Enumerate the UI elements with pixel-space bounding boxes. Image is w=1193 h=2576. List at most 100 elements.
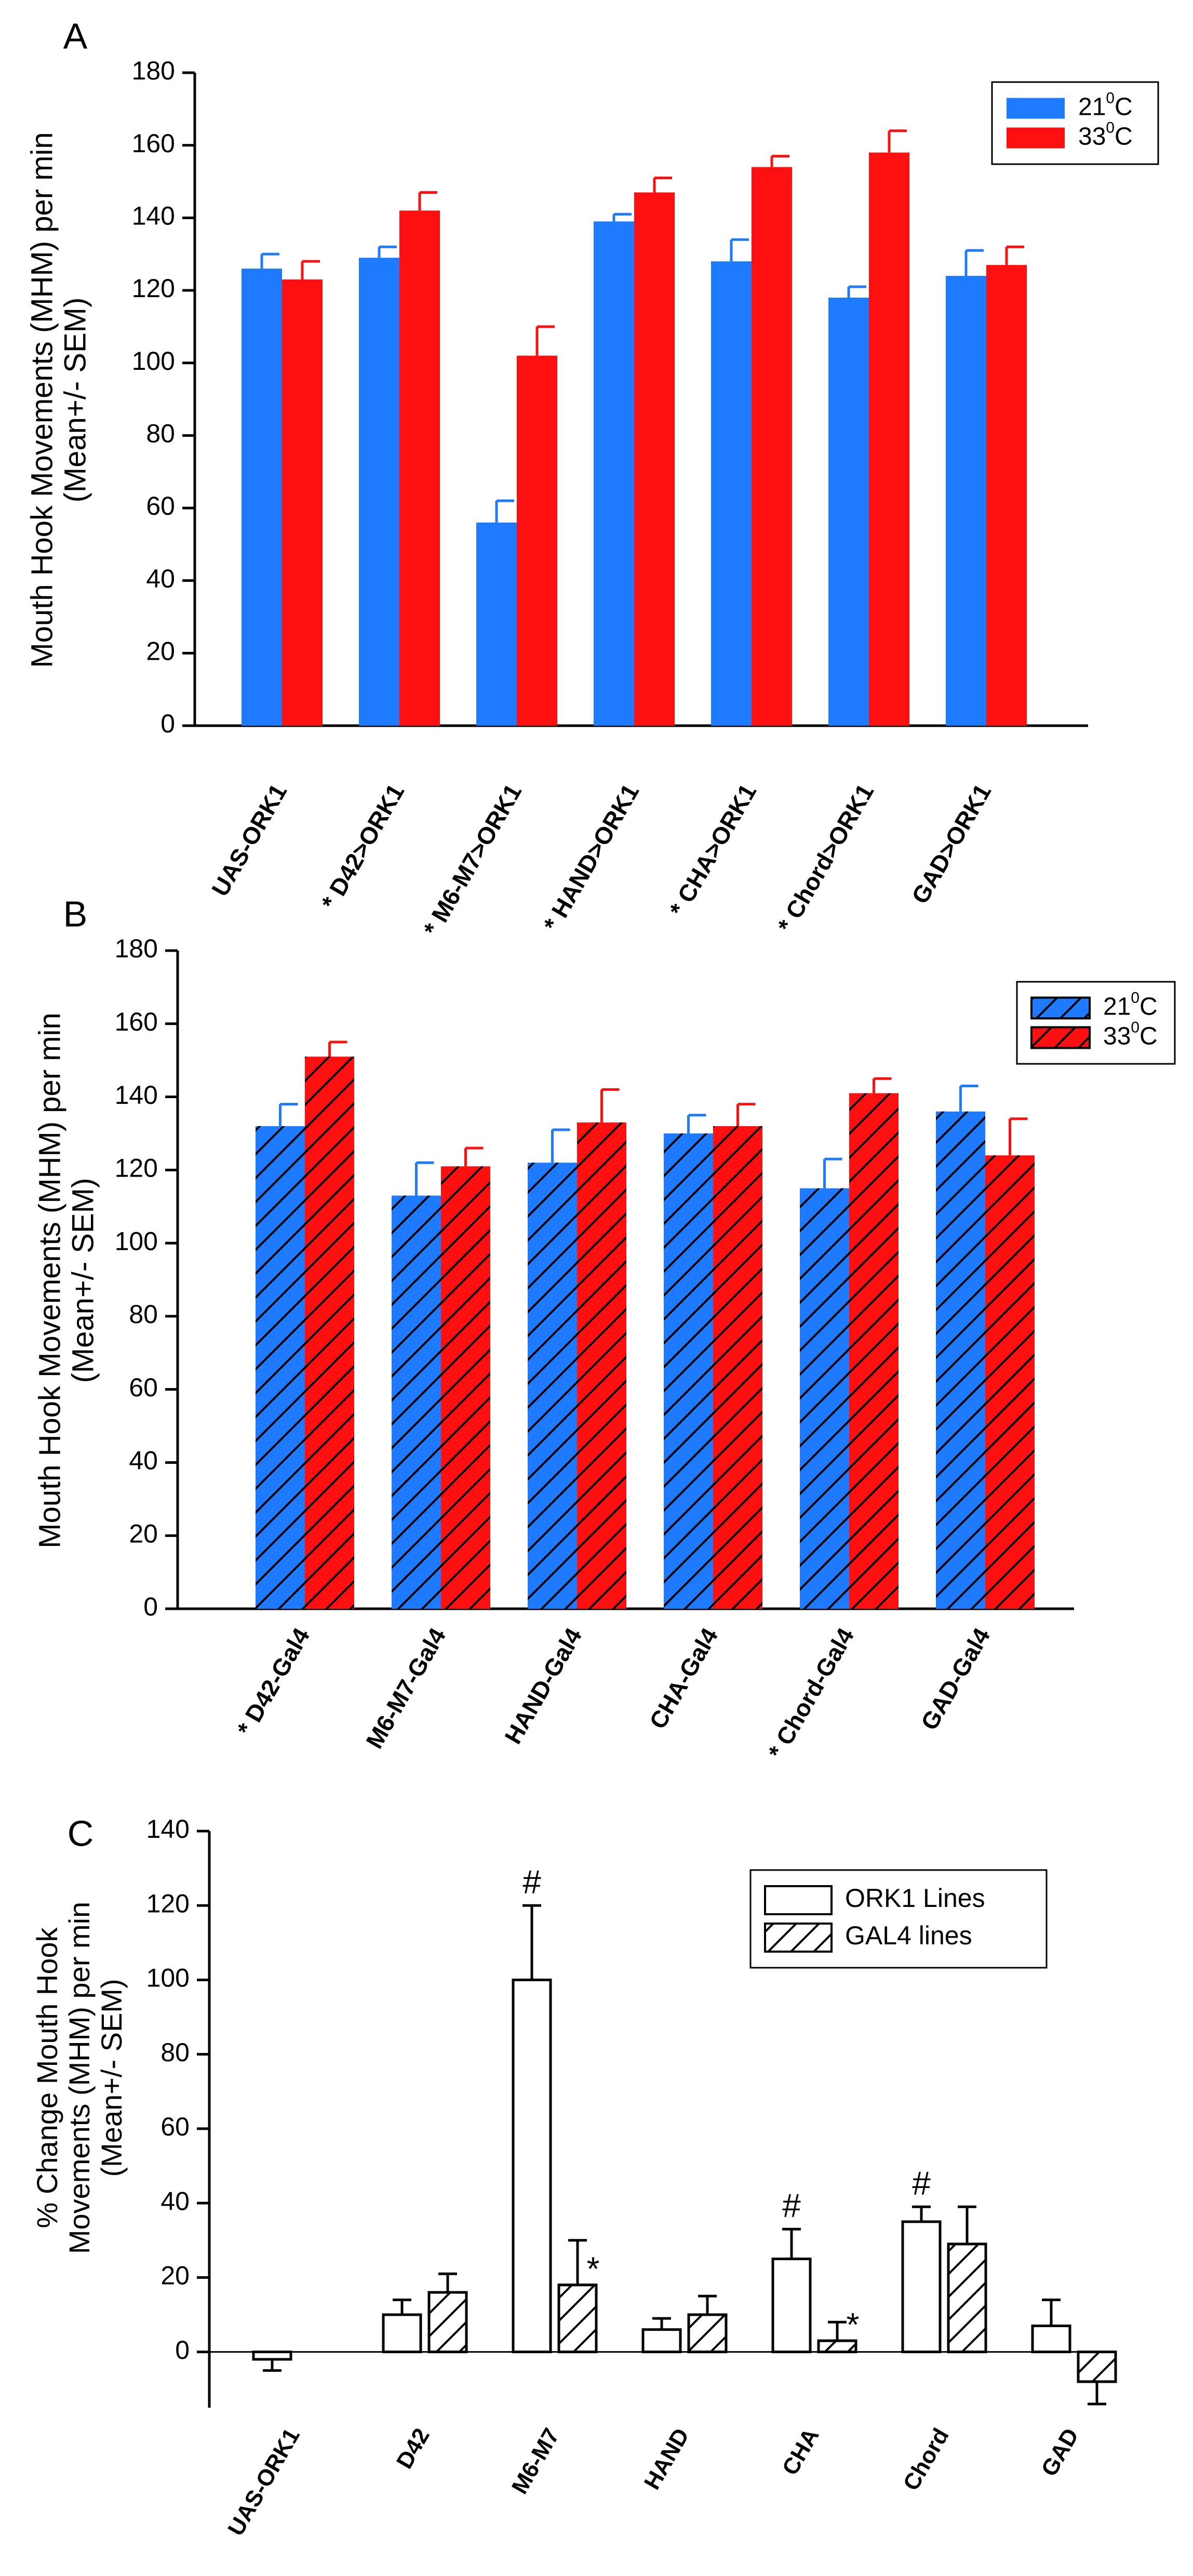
bar — [242, 269, 282, 726]
y-tick-label: 20 — [160, 2261, 190, 2290]
panel-label: B — [63, 893, 88, 934]
y-tick-label: 100 — [146, 1964, 190, 1993]
bar — [771, 2258, 812, 2354]
bar-hatch — [664, 1133, 713, 1609]
y-axis-label: (Mean+/- SEM) — [58, 298, 92, 503]
bar — [986, 265, 1027, 726]
y-tick-label: 0 — [143, 1592, 158, 1621]
y-tick-label: 140 — [115, 1080, 158, 1110]
category-label: CHA — [778, 2424, 824, 2479]
bar-hatch — [305, 1057, 354, 1609]
legend-label: 210C — [1103, 989, 1158, 1020]
bar — [594, 221, 634, 726]
y-tick-label: 140 — [132, 202, 175, 231]
y-tick-label: 60 — [146, 491, 175, 520]
bar — [517, 355, 557, 726]
category-label: D42 — [392, 2424, 435, 2473]
legend-swatch-hatch — [1030, 996, 1091, 1020]
y-tick-label: 120 — [146, 1889, 190, 1918]
bar — [946, 276, 986, 726]
bar — [399, 210, 440, 726]
bar-hatch — [441, 1166, 490, 1609]
y-tick-label: 160 — [132, 129, 175, 158]
bar — [828, 297, 869, 726]
bar-hatch — [687, 2313, 728, 2354]
significance-mark: * — [587, 2250, 600, 2288]
y-tick-label: 80 — [160, 2038, 190, 2067]
legend-swatch — [1007, 127, 1065, 149]
legend-label: GAL4 lines — [845, 1921, 972, 1950]
category-label: HAND-Gal4 — [499, 1623, 587, 1749]
significance-mark: # — [912, 2165, 931, 2202]
category-label: * Chord-Gal4 — [763, 1623, 860, 1764]
significance-mark: # — [782, 2187, 801, 2224]
bar-hatch — [392, 1195, 441, 1609]
category-label: UAS-ORK1 — [206, 779, 292, 901]
category-label: * D42-Gal4 — [232, 1623, 315, 1741]
bar — [1031, 2324, 1071, 2354]
significance-mark: * — [847, 2306, 860, 2343]
y-axis-label: (Mean+/- SEM) — [66, 1178, 100, 1383]
category-label: * M6-M7>ORK1 — [418, 779, 527, 940]
bar-hatch — [528, 1163, 577, 1609]
y-axis-label: Mouth Hook Movements (MHM) per min — [33, 1012, 66, 1548]
y-tick-label: 20 — [129, 1519, 158, 1548]
bar-hatch — [849, 1093, 899, 1609]
bar — [869, 152, 909, 726]
bar — [282, 279, 323, 726]
legend-label: 330C — [1078, 119, 1133, 150]
legend-swatch-hatch — [764, 1923, 833, 1953]
bar-hatch — [256, 1126, 305, 1609]
bar — [476, 522, 517, 726]
y-tick-label: 80 — [146, 419, 175, 448]
y-tick-label: 120 — [132, 274, 175, 303]
legend-box — [991, 81, 1159, 165]
bar-hatch — [936, 1111, 985, 1609]
category-label: * CHA>ORK1 — [664, 779, 762, 921]
category-label: * D42>ORK1 — [316, 779, 409, 914]
category-label: GAD — [1036, 2424, 1083, 2480]
category-label: M6-M7-Gal4 — [360, 1623, 451, 1753]
bar — [641, 2328, 682, 2354]
bar-hatch — [817, 2339, 857, 2354]
y-tick-label: 40 — [146, 564, 175, 593]
bar — [359, 258, 399, 726]
y-tick-label: 60 — [129, 1373, 158, 1402]
bar — [901, 2220, 942, 2354]
y-tick-label: 180 — [115, 934, 158, 963]
category-label: GAD>ORK1 — [906, 779, 996, 908]
y-tick-label: 120 — [115, 1154, 158, 1183]
bar-hatch — [713, 1126, 762, 1609]
y-tick-label: 40 — [160, 2186, 190, 2215]
legend-swatch — [1007, 98, 1065, 119]
legend-label: ORK1 Lines — [845, 1884, 985, 1913]
y-tick-label: 140 — [146, 1814, 190, 1844]
legend-swatch-hatch — [1030, 1026, 1091, 1049]
y-tick-label: 80 — [129, 1300, 158, 1329]
category-label: Chord — [899, 2424, 954, 2495]
y-tick-label: 180 — [132, 56, 175, 85]
y-tick-label: 100 — [132, 346, 175, 376]
bar-hatch — [577, 1122, 626, 1609]
y-tick-label: 160 — [115, 1007, 158, 1036]
bar-hatch — [557, 2284, 598, 2354]
y-tick-label: 100 — [115, 1226, 158, 1256]
y-axis-label: Movements (MHM) per min — [63, 1902, 96, 2254]
category-label: * Chord>ORK1 — [772, 779, 879, 937]
y-tick-label: 20 — [146, 637, 175, 666]
category-label: M6-M7 — [507, 2424, 565, 2498]
panel-a-bar-chart: A 0 20 40 60 80 100 120 140 160 180 Mouth Hook Move… — [25, 16, 1159, 941]
bar — [512, 1978, 552, 2354]
bar-hatch — [427, 2291, 468, 2354]
bar — [711, 261, 752, 726]
y-tick-label: 0 — [160, 709, 175, 738]
bar-hatch — [1077, 2351, 1117, 2383]
legend-label: 210C — [1078, 89, 1133, 121]
bar-hatch — [800, 1188, 849, 1609]
legend-swatch — [764, 1885, 833, 1915]
category-label: UAS-ORK1 — [223, 2424, 304, 2540]
category-label: * HAND>ORK1 — [538, 779, 644, 936]
panel-label: A — [63, 16, 88, 56]
y-tick-label: 40 — [129, 1446, 158, 1475]
